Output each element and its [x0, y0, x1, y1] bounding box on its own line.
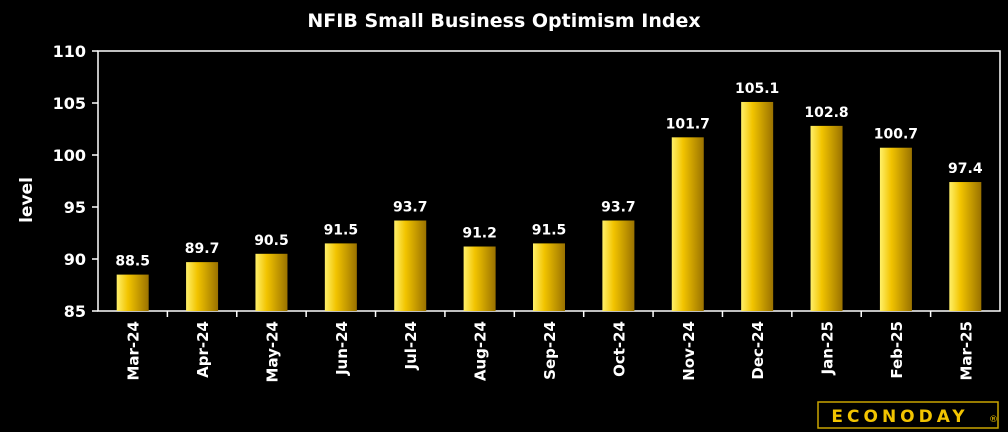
bar: [879, 147, 912, 311]
x-tick-label: Dec-24: [749, 321, 767, 380]
data-label: 91.2: [462, 226, 497, 242]
data-label: 93.7: [601, 200, 636, 216]
y-tick-label: 100: [53, 146, 86, 165]
x-tick-label: Mar-25: [957, 321, 975, 381]
bar: [741, 101, 774, 312]
x-tick-label: Oct-24: [610, 321, 628, 377]
bar: [671, 137, 704, 311]
x-tick-label: Aug-24: [472, 321, 490, 381]
y-tick-label: 90: [64, 250, 86, 269]
x-tick-label: Jul-24: [402, 321, 420, 371]
bar: [602, 220, 635, 311]
data-label: 100.7: [874, 127, 918, 143]
y-axis-label: level: [17, 177, 37, 223]
bar: [324, 243, 357, 311]
y-tick-label: 110: [53, 42, 86, 61]
logo-text: ECONODAY: [831, 407, 968, 427]
x-tick-label: Jan-25: [819, 321, 837, 375]
data-label: 101.7: [666, 116, 710, 132]
y-tick-label: 105: [53, 94, 86, 113]
bar: [810, 125, 843, 311]
data-label: 93.7: [393, 200, 428, 216]
data-label: 89.7: [185, 241, 220, 257]
plot-area: 85 90 95 100 105 110 88.5 Mar-24 89.7 Apr-24 90.5 M…: [53, 42, 1001, 382]
bar: [116, 274, 149, 311]
bar: [394, 220, 427, 311]
econoday-logo: ECONODAY ®: [817, 401, 999, 429]
logo-registered-mark: ®: [989, 415, 998, 425]
x-tick-label: Sep-24: [541, 321, 559, 380]
data-label: 102.8: [804, 105, 848, 121]
x-tick-label: Feb-25: [888, 321, 906, 379]
bar: [463, 246, 496, 311]
y-tick-label: 95: [64, 198, 86, 217]
y-tick-label: 85: [64, 302, 86, 321]
data-label: 105.1: [735, 81, 779, 97]
data-label: 90.5: [254, 233, 289, 249]
x-tick-label: Jun-24: [333, 321, 351, 376]
data-label: 97.4: [948, 161, 983, 177]
bar: [533, 243, 565, 311]
x-tick-label: Nov-24: [680, 321, 698, 381]
data-label: 91.5: [324, 222, 359, 238]
bar: [255, 253, 288, 311]
x-tick-label: Mar-24: [125, 321, 143, 381]
logo-frame: [817, 401, 999, 429]
bar: [949, 182, 982, 311]
data-label: 91.5: [532, 222, 567, 238]
x-tick-label: Apr-24: [194, 321, 212, 378]
x-tick-label: May-24: [263, 321, 281, 382]
bar: [186, 262, 219, 311]
data-label: 88.5: [115, 254, 150, 270]
chart-title: NFIB Small Business Optimism Index: [307, 10, 700, 32]
